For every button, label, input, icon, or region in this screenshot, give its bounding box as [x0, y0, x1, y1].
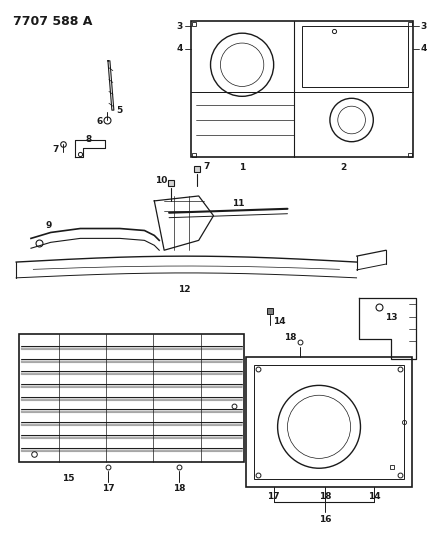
Bar [254, 365, 404, 479]
Text: 7: 7 [53, 145, 59, 154]
Text: 3: 3 [177, 22, 183, 31]
Text: 7: 7 [203, 162, 210, 171]
Text: 18: 18 [173, 484, 185, 494]
Text: 7707 588 A: 7707 588 A [13, 15, 92, 28]
Text: 15: 15 [62, 474, 75, 482]
Text: 13: 13 [385, 313, 397, 322]
Text: 14: 14 [273, 317, 286, 326]
Text: 18: 18 [284, 333, 297, 342]
Text: 17: 17 [268, 492, 280, 502]
Bar [191, 21, 413, 157]
Bar [19, 334, 244, 462]
Text: 10: 10 [155, 176, 167, 184]
Text: 2: 2 [341, 163, 347, 172]
Text: 4: 4 [176, 44, 183, 53]
Text: 1: 1 [239, 163, 245, 172]
Text: 16: 16 [319, 515, 331, 524]
Text: 17: 17 [101, 484, 114, 494]
Text: 12: 12 [178, 285, 190, 294]
Text: 6: 6 [97, 117, 103, 126]
Bar [302, 26, 408, 87]
Text: 14: 14 [368, 492, 380, 502]
Text: 5: 5 [117, 106, 123, 115]
Text: 4: 4 [421, 44, 427, 53]
Text: 9: 9 [45, 221, 52, 230]
Text: 11: 11 [232, 199, 244, 208]
Text: 8: 8 [85, 135, 91, 144]
Text: 3: 3 [421, 22, 427, 31]
Bar [246, 357, 412, 487]
Text: 18: 18 [319, 492, 331, 502]
